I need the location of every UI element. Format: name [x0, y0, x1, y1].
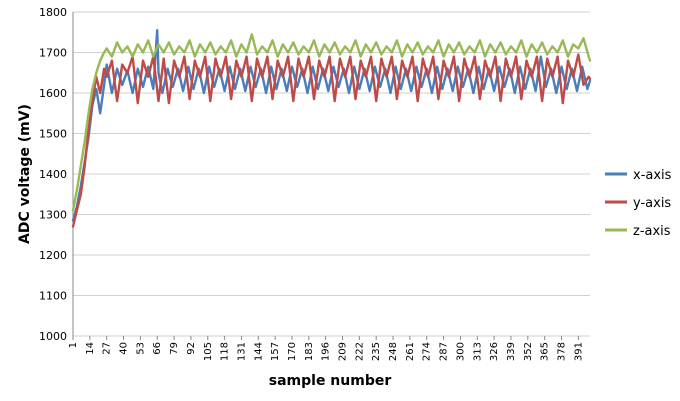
y-tick-label: 1500 [39, 128, 67, 141]
x-tick-label: 1 [68, 342, 79, 348]
y-tick-label: 1200 [39, 249, 67, 262]
x-tick-label: 209 [338, 342, 349, 361]
x-tick-label: 79 [169, 342, 180, 355]
x-tick-label: 170 [287, 342, 298, 361]
x-tick-label: 352 [523, 342, 534, 361]
x-tick-label: 66 [152, 342, 163, 355]
y-tick-labels: 1000 1100 1200 1300 1400 1500 1600 1700 1800 [39, 6, 67, 343]
x-tick-label: 274 [422, 342, 433, 361]
y-tick-label: 1000 [39, 330, 67, 343]
x-tick-label: 248 [388, 342, 399, 361]
x-tick-label: 27 [102, 342, 113, 355]
x-tick-label: 300 [455, 342, 466, 361]
x-tick-label: 391 [573, 342, 584, 361]
y-tick-label: 1800 [39, 6, 67, 19]
x-tick-label: 14 [85, 342, 96, 355]
x-tick-label: 92 [186, 342, 197, 355]
y-tick-label: 1100 [39, 290, 67, 303]
x-tick-label: 196 [321, 342, 332, 361]
x-tick-label: 313 [472, 342, 483, 361]
x-tick-label: 235 [371, 342, 382, 361]
legend-entry: y-axis [633, 196, 671, 211]
x-tick-label: 339 [506, 342, 517, 361]
y-tick-label: 1600 [39, 87, 67, 100]
x-tick-label: 118 [220, 342, 231, 361]
x-tick-label: 222 [354, 342, 365, 361]
x-tick-label: 144 [253, 342, 264, 361]
series-line-y-axis [71, 53, 592, 228]
x-tick-label: 131 [236, 342, 247, 361]
x-tick-label: 183 [304, 342, 315, 361]
x-tick-label: 53 [135, 342, 146, 355]
y-axis-label: ADC voltage (mV) [17, 104, 33, 244]
x-axis-label: sample number [269, 373, 392, 389]
legend-entry: z-axis [633, 224, 671, 239]
x-tick-label: 157 [270, 342, 281, 361]
series-lines [71, 29, 592, 228]
x-tick-label: 40 [119, 342, 130, 355]
x-tick-label: 261 [405, 342, 416, 361]
legend: x-axis y-axis z-axis [605, 168, 672, 239]
x-tick-label: 326 [489, 342, 500, 361]
gridlines [72, 11, 590, 340]
series-line-z-axis [71, 33, 592, 212]
x-tick-label: 378 [556, 342, 567, 361]
y-tick-label: 1700 [39, 47, 67, 60]
x-tick-label: 105 [203, 342, 214, 361]
series-line-x-axis [71, 29, 592, 222]
legend-entry: x-axis [633, 168, 672, 183]
x-tick-label: 287 [439, 342, 450, 361]
x-tick-label: 365 [540, 342, 551, 361]
y-tick-label: 1400 [39, 168, 67, 181]
x-tick-labels: 1 14 27 40 53 66 79 92 105 118 131 144 157 170 183 196 2… [68, 342, 584, 361]
y-tick-label: 1300 [39, 209, 67, 222]
